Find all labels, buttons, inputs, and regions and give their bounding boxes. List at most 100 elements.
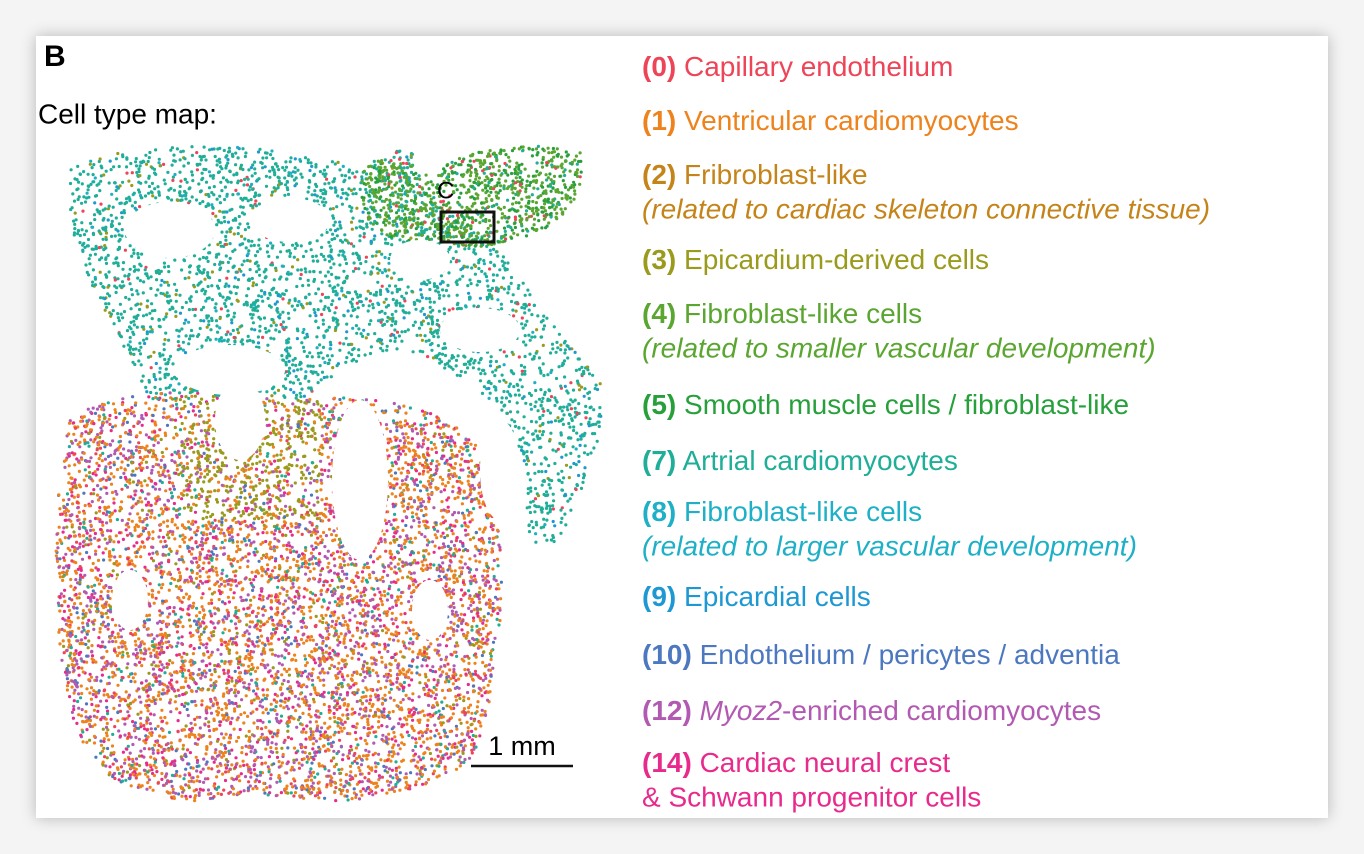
cell-dot xyxy=(262,736,267,740)
cell-dot xyxy=(226,582,230,586)
cell-dot xyxy=(102,737,106,741)
cell-dot xyxy=(334,686,338,690)
cell-dot xyxy=(197,635,202,639)
cell-dot xyxy=(243,631,247,635)
cell-dot xyxy=(449,595,453,600)
cell-dot xyxy=(452,605,456,610)
cell-dot xyxy=(235,544,240,548)
cell-dot xyxy=(261,478,265,483)
cell-dot xyxy=(280,423,284,427)
cell-dot xyxy=(265,688,270,692)
cell-dot xyxy=(487,514,491,518)
cell-dot xyxy=(106,622,110,626)
cell-dot xyxy=(441,567,445,572)
cell-dot xyxy=(147,647,151,651)
cell-dot xyxy=(327,691,331,695)
cell-dot xyxy=(420,731,425,735)
cell-dot xyxy=(86,441,90,445)
cell-dot xyxy=(320,498,324,502)
cell-dot xyxy=(349,638,353,643)
cell-dot xyxy=(342,572,347,576)
cell-dot xyxy=(332,557,336,561)
cell-dot xyxy=(71,502,75,506)
cell-dot xyxy=(304,737,308,741)
cell-dot xyxy=(241,587,245,591)
cell-dot xyxy=(382,532,386,536)
cell-dot xyxy=(188,430,192,435)
cell-dot xyxy=(57,630,61,634)
cell-dot xyxy=(254,692,258,696)
cell-dot xyxy=(187,549,191,554)
cell-dot xyxy=(385,679,389,683)
cell-dot xyxy=(164,447,169,451)
cell-dot xyxy=(357,766,361,770)
cell-dot xyxy=(355,621,359,625)
cell-dot xyxy=(125,479,129,483)
cell-dot xyxy=(270,648,274,652)
cell-dot xyxy=(267,399,272,403)
cell-dot xyxy=(257,780,261,784)
cell-dot xyxy=(295,725,299,729)
cell-dot xyxy=(475,471,479,475)
cell-dot xyxy=(183,668,187,672)
cell-dot xyxy=(450,653,454,657)
cell-dot xyxy=(282,543,286,548)
cell-dot xyxy=(219,652,223,656)
cell-dot xyxy=(392,401,396,406)
cell-dot xyxy=(193,723,197,727)
cell-dot xyxy=(379,537,383,541)
cell-dot xyxy=(274,612,278,616)
cell-dot xyxy=(149,503,153,507)
cell-dot xyxy=(278,592,282,596)
cell-dot xyxy=(116,456,120,460)
cell-dot xyxy=(170,517,174,522)
cell-dot xyxy=(482,686,486,690)
cell-dot xyxy=(203,777,207,781)
cell-dot xyxy=(432,442,436,446)
cell-dot xyxy=(234,606,238,610)
cell-dot xyxy=(175,707,179,711)
cell-dot xyxy=(150,640,154,644)
cell-dot xyxy=(460,732,464,736)
cell-dot xyxy=(89,604,93,608)
cell-dot xyxy=(323,468,327,472)
cell-dot xyxy=(141,526,145,530)
cell-dot xyxy=(365,699,369,703)
cell-dot xyxy=(460,621,464,626)
cell-dot xyxy=(207,601,211,606)
cell-dot xyxy=(287,430,291,434)
cell-dot xyxy=(436,529,440,533)
cell-dot xyxy=(151,530,155,534)
cell-dot xyxy=(183,578,187,583)
cell-dot xyxy=(168,476,172,480)
cell-dot xyxy=(112,497,116,501)
cell-dot xyxy=(266,567,270,572)
cell-dot xyxy=(210,601,214,605)
cell-dot xyxy=(287,651,291,656)
cell-dot xyxy=(207,720,211,724)
cell-dot xyxy=(425,647,429,651)
cell-dot xyxy=(242,721,246,725)
cell-dot xyxy=(199,770,203,774)
cell-dot xyxy=(400,590,404,595)
cell-dot xyxy=(249,771,253,775)
cell-dot xyxy=(296,530,300,534)
cell-dot xyxy=(377,720,381,724)
cell-dot xyxy=(150,511,154,515)
cell-dot xyxy=(319,459,323,463)
cell-dot xyxy=(447,742,451,746)
cell-dot xyxy=(227,741,231,745)
cell-dot xyxy=(309,635,314,639)
cell-dot xyxy=(390,617,394,621)
cell-dot xyxy=(395,429,399,433)
cell-dot xyxy=(474,655,478,659)
cell-dot xyxy=(165,507,169,511)
cell-dot xyxy=(131,760,135,764)
cell-dot xyxy=(234,694,238,698)
cell-dot xyxy=(379,593,384,597)
cell-dot xyxy=(309,434,313,438)
cell-dot xyxy=(94,552,98,556)
cell-dot xyxy=(257,559,261,563)
cell-dot xyxy=(274,705,278,709)
cell-dot xyxy=(322,702,326,707)
